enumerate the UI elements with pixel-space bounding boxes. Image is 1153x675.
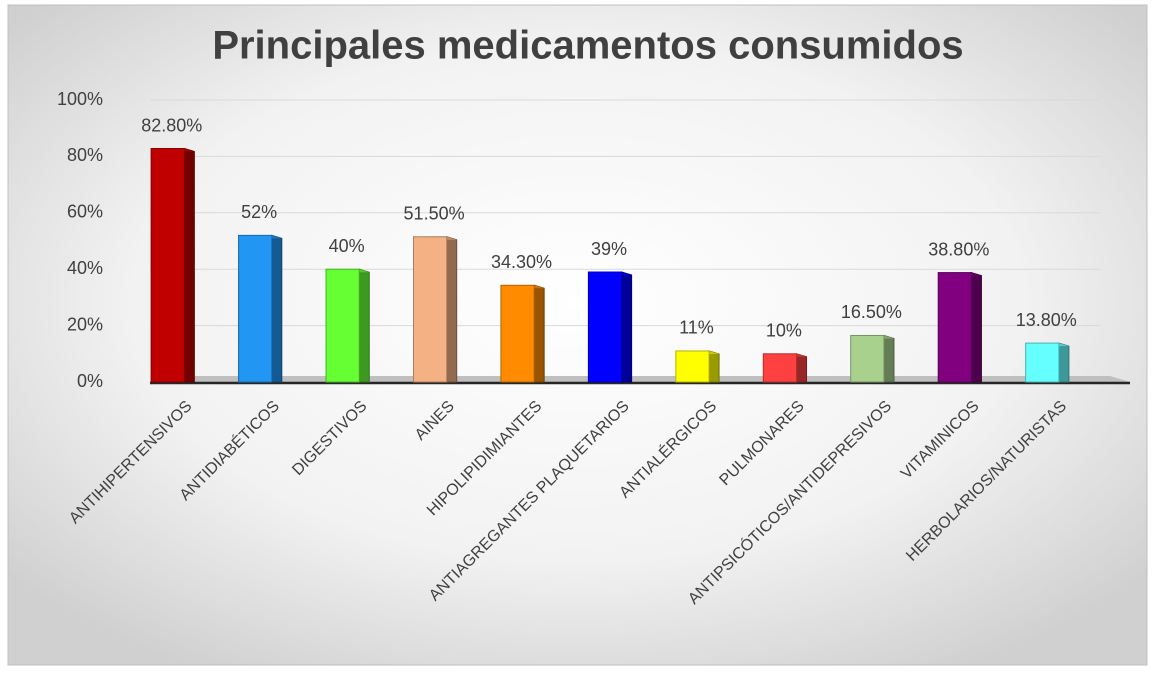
y-tick-label: 20% (67, 314, 103, 334)
bar (500, 284, 535, 383)
value-label: 39% (591, 239, 627, 259)
y-tick-label: 40% (67, 258, 103, 278)
value-label: 11% (679, 318, 714, 338)
bar (937, 272, 972, 383)
bar-side (446, 236, 458, 383)
bar-side (708, 350, 720, 383)
bar (587, 271, 623, 383)
bar (675, 350, 710, 383)
bar-side (358, 268, 370, 383)
value-label: 40% (329, 236, 365, 256)
bar (150, 148, 185, 383)
bar (325, 268, 360, 383)
bar-side (533, 284, 545, 383)
bar-side (883, 334, 895, 383)
bar (762, 353, 798, 383)
bar-side (1058, 342, 1070, 383)
value-label: 38.80% (928, 239, 989, 259)
bar-side (970, 271, 982, 383)
y-tick-label: 60% (67, 202, 103, 222)
value-label: 13.80% (1016, 310, 1077, 330)
bar (238, 234, 273, 383)
value-label: 16.50% (841, 302, 902, 322)
bar (412, 236, 448, 383)
y-tick-label: 0% (77, 371, 103, 391)
value-label: 34.30% (491, 252, 552, 272)
bar-side (796, 353, 808, 383)
bar (1025, 342, 1060, 383)
value-label: 10% (766, 321, 802, 341)
y-tick-label: 80% (67, 145, 103, 165)
bar (850, 334, 885, 383)
floor (150, 376, 1130, 382)
value-label: 51.50% (404, 204, 465, 224)
y-tick-label: 100% (57, 89, 103, 109)
bar-side (183, 147, 195, 383)
bar-side (271, 234, 283, 383)
chart-title: Principales medicamentos consumidos (212, 24, 963, 68)
bar-side (621, 271, 633, 383)
value-label: 52% (241, 202, 277, 222)
value-label: 82.80% (141, 115, 202, 135)
